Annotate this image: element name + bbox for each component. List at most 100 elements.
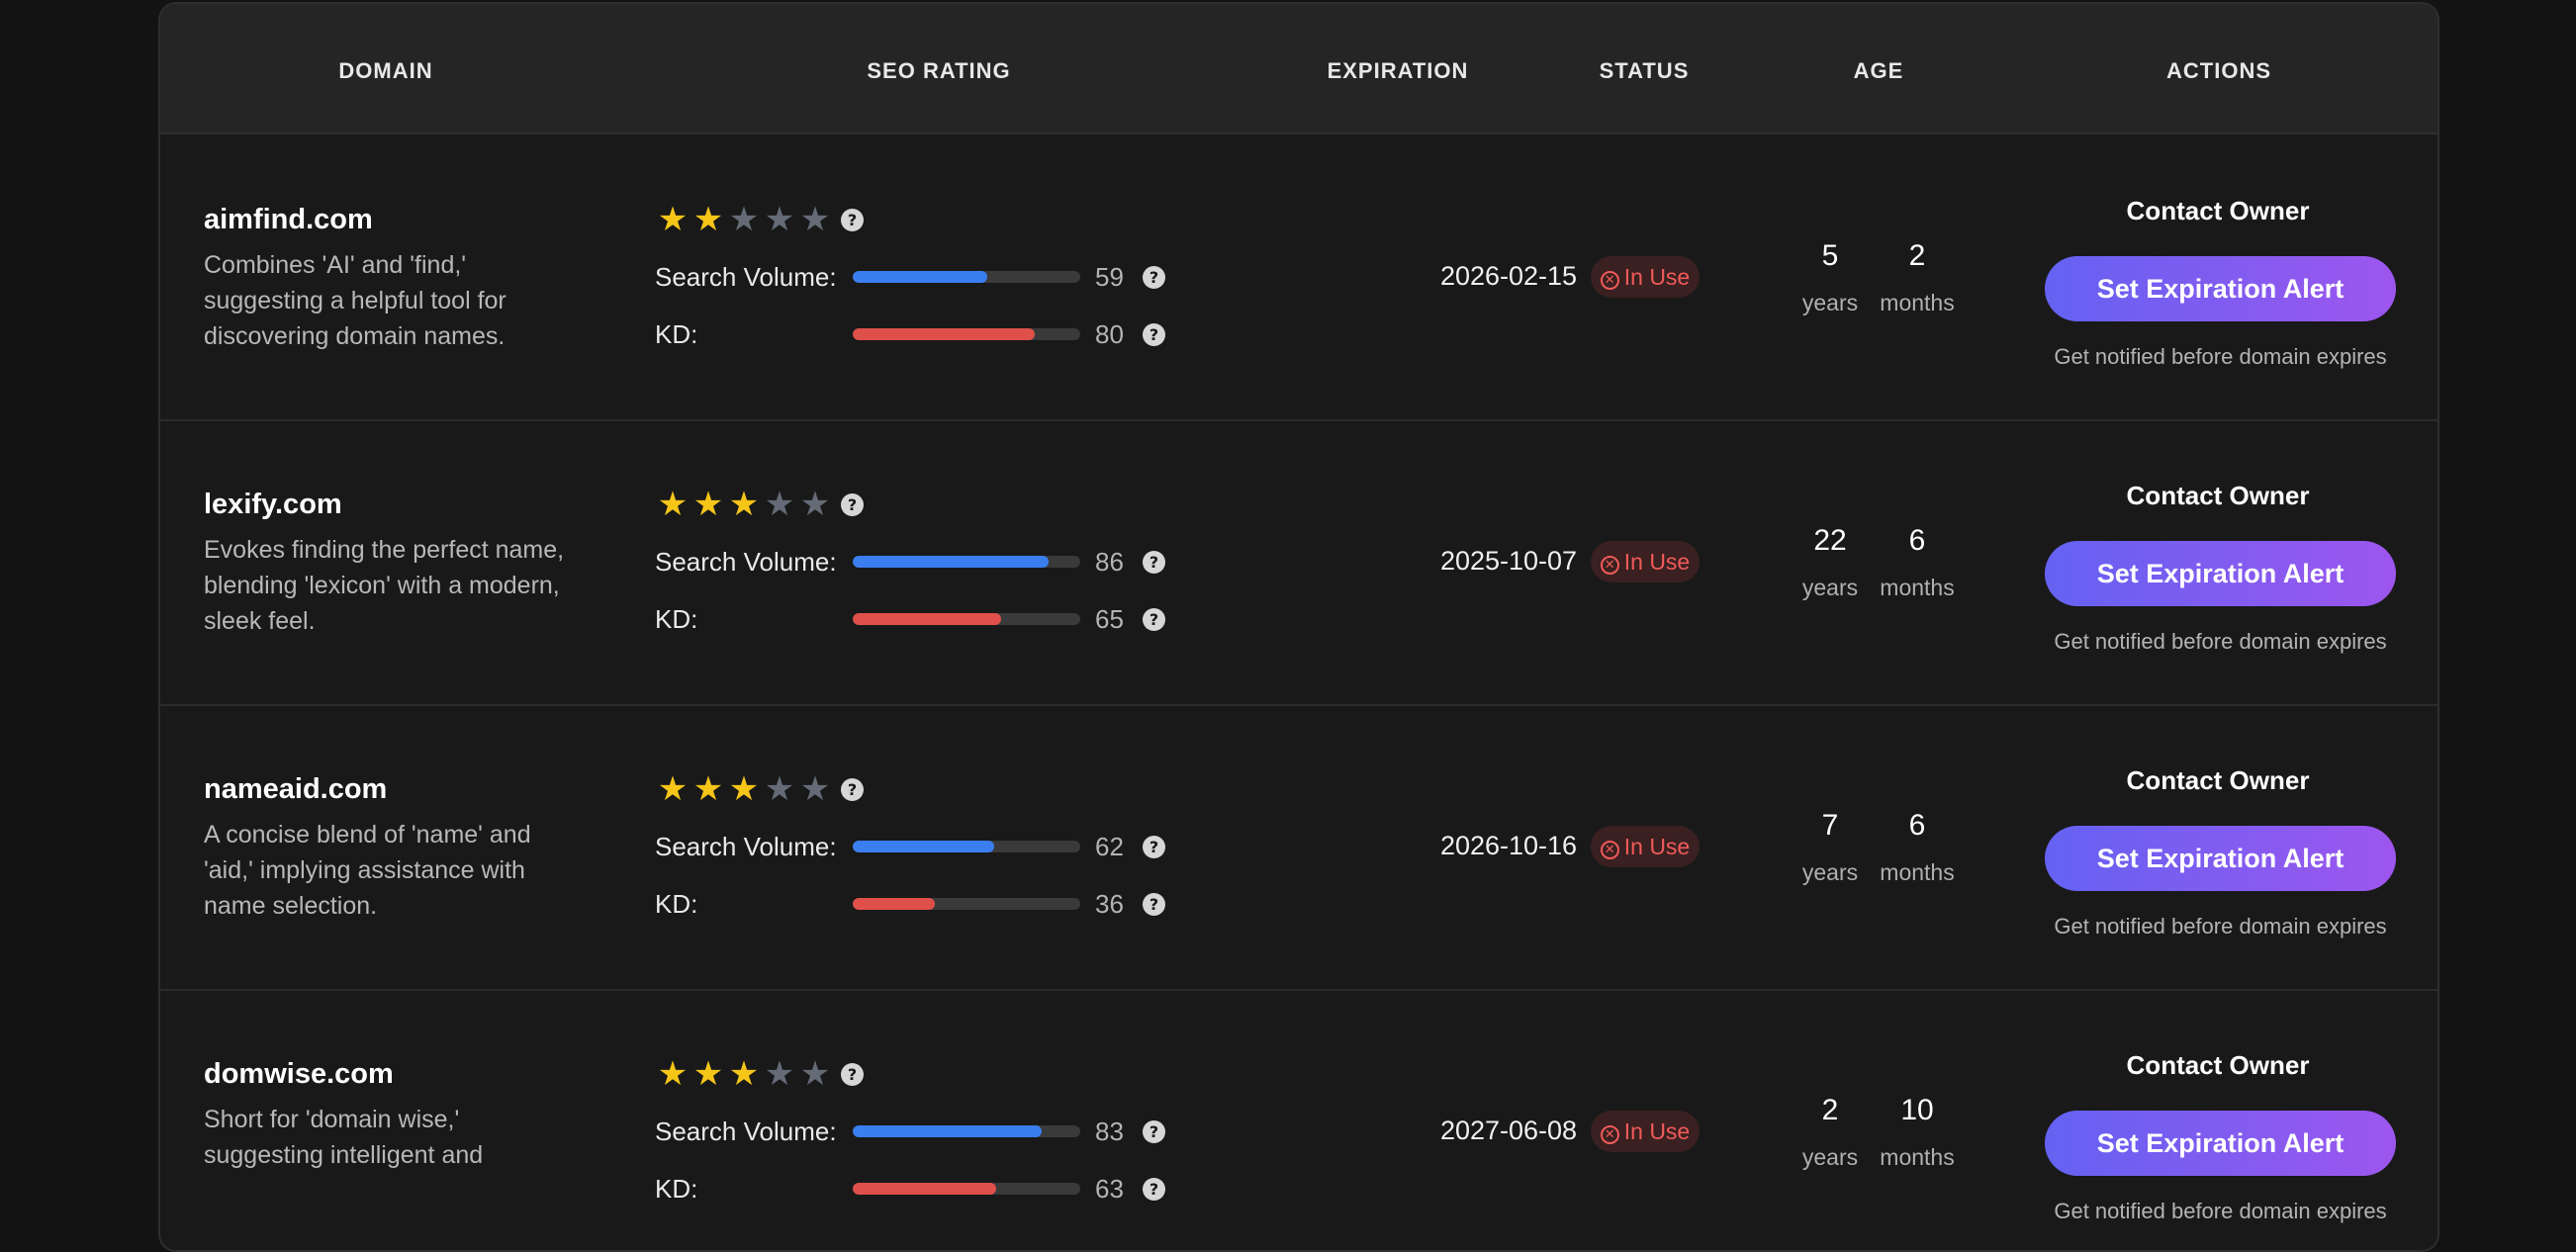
age-months-value: 10 — [1900, 1094, 1934, 1126]
star-icon: ★ — [764, 486, 795, 523]
question-circle-icon[interactable]: ? — [841, 208, 864, 231]
kd-value: 65 — [1095, 603, 1124, 634]
question-circle-icon[interactable]: ? — [1143, 1177, 1165, 1201]
search-volume-metric: Search Volume: 62 ? — [655, 830, 1165, 863]
age-years-label: years — [1801, 1144, 1859, 1170]
kd-label: KD: — [655, 603, 698, 634]
column-header-actions: ACTIONS — [2166, 58, 2271, 83]
age-months-label: months — [1880, 859, 1955, 885]
age-years-value: 2 — [1821, 1094, 1839, 1126]
question-circle-icon[interactable]: ? — [1143, 550, 1165, 574]
star-icon: ★ — [692, 770, 724, 808]
search-volume-label: Search Volume: — [655, 261, 837, 292]
question-circle-icon[interactable]: ? — [1143, 607, 1165, 631]
table-row: domwise.com Short for 'domain wise,' sug… — [160, 989, 2438, 1250]
domain-name[interactable]: lexify.com — [204, 489, 342, 520]
alert-hint-text: Get notified before domain expires — [2054, 914, 2387, 939]
question-circle-icon[interactable]: ? — [841, 1062, 864, 1086]
search-volume-value: 83 — [1095, 1116, 1124, 1146]
star-icon: ★ — [764, 770, 795, 808]
star-icon: ★ — [657, 201, 689, 238]
star-icon: ★ — [728, 486, 760, 523]
question-circle-icon[interactable]: ? — [1143, 835, 1165, 858]
kd-bar — [853, 898, 1080, 910]
x-circle-icon: ✕ — [1600, 271, 1619, 290]
question-circle-icon[interactable]: ? — [841, 777, 864, 801]
contact-owner-link[interactable]: Contact Owner — [2126, 1050, 2310, 1080]
contact-owner-link[interactable]: Contact Owner — [2126, 481, 2310, 510]
kd-bar — [853, 328, 1080, 340]
alert-hint-text: Get notified before domain expires — [2054, 1199, 2387, 1223]
age-months-label: months — [1880, 290, 1955, 315]
column-header-expiration: EXPIRATION — [1327, 58, 1469, 83]
x-circle-icon: ✕ — [1600, 1125, 1619, 1144]
kd-bar — [853, 1183, 1080, 1195]
seo-star-rating: ★ ★ ★ ★ ★ ? — [655, 772, 864, 806]
age-years-value: 5 — [1821, 239, 1839, 272]
star-icon: ★ — [657, 486, 689, 523]
kd-value: 36 — [1095, 888, 1124, 919]
kd-value: 63 — [1095, 1173, 1124, 1204]
search-volume-value: 59 — [1095, 261, 1124, 292]
search-volume-bar-fill — [853, 271, 987, 283]
question-circle-icon[interactable]: ? — [1143, 322, 1165, 346]
star-icon: ★ — [657, 1055, 689, 1093]
kd-label: KD: — [655, 318, 698, 349]
question-circle-icon[interactable]: ? — [841, 492, 864, 516]
contact-owner-link[interactable]: Contact Owner — [2126, 196, 2310, 225]
star-icon: ★ — [728, 1055, 760, 1093]
kd-value: 80 — [1095, 318, 1124, 349]
kd-bar-fill — [853, 898, 935, 910]
age-months-value: 6 — [1908, 809, 1926, 842]
status-text: In Use — [1623, 549, 1691, 575]
age-months-label: months — [1880, 575, 1955, 600]
star-icon: ★ — [728, 201, 760, 238]
question-circle-icon[interactable]: ? — [1143, 265, 1165, 289]
kd-bar — [853, 613, 1080, 625]
kd-bar-fill — [853, 613, 1001, 625]
status-text: In Use — [1623, 264, 1691, 290]
column-header-seo-rating: SEO RATING — [867, 58, 1011, 83]
status-badge: ✕ In Use — [1591, 256, 1700, 298]
seo-star-rating: ★ ★ ★ ★ ★ ? — [655, 488, 864, 521]
status-text: In Use — [1623, 834, 1691, 859]
status-badge: ✕ In Use — [1591, 1111, 1700, 1152]
domain-name[interactable]: domwise.com — [204, 1058, 394, 1090]
contact-owner-link[interactable]: Contact Owner — [2126, 765, 2310, 795]
set-expiration-alert-button[interactable]: Set Expiration Alert — [2045, 541, 2396, 606]
search-volume-value: 86 — [1095, 546, 1124, 577]
domain-name[interactable]: nameaid.com — [204, 773, 388, 805]
age-years-label: years — [1801, 859, 1859, 885]
kd-metric: KD: 80 ? — [655, 317, 1165, 351]
search-volume-bar — [853, 556, 1080, 568]
kd-metric: KD: 65 ? — [655, 602, 1165, 636]
search-volume-bar-fill — [853, 841, 994, 852]
set-expiration-alert-button[interactable]: Set Expiration Alert — [2045, 826, 2396, 891]
age-years-value: 22 — [1813, 524, 1847, 557]
star-icon: ★ — [692, 201, 724, 238]
search-volume-bar — [853, 271, 1080, 283]
seo-star-rating: ★ ★ ★ ★ ★ ? — [655, 203, 864, 236]
domain-description: Short for 'domain wise,' suggesting inte… — [204, 1106, 484, 1169]
expiration-date: 2026-02-15 — [1439, 261, 1578, 291]
kd-label: KD: — [655, 888, 698, 919]
search-volume-label: Search Volume: — [655, 1116, 837, 1146]
star-icon: ★ — [799, 201, 831, 238]
star-icon: ★ — [799, 486, 831, 523]
question-circle-icon[interactable]: ? — [1143, 1119, 1165, 1143]
set-expiration-alert-button[interactable]: Set Expiration Alert — [2045, 1111, 2396, 1176]
table-row: nameaid.com A concise blend of 'name' an… — [160, 704, 2438, 991]
expiration-date: 2027-06-08 — [1439, 1116, 1578, 1145]
alert-hint-text: Get notified before domain expires — [2054, 344, 2387, 369]
age-months-label: months — [1880, 1144, 1955, 1170]
age-years-value: 7 — [1821, 809, 1839, 842]
search-volume-label: Search Volume: — [655, 831, 837, 861]
star-icon: ★ — [657, 770, 689, 808]
table-row: lexify.com Evokes finding the perfect na… — [160, 419, 2438, 706]
search-volume-value: 62 — [1095, 831, 1124, 861]
question-circle-icon[interactable]: ? — [1143, 892, 1165, 916]
domain-name[interactable]: aimfind.com — [204, 204, 373, 235]
expiration-date: 2025-10-07 — [1439, 546, 1578, 576]
table-row: aimfind.com Combines 'AI' and 'find,' su… — [160, 134, 2438, 421]
set-expiration-alert-button[interactable]: Set Expiration Alert — [2045, 256, 2396, 321]
